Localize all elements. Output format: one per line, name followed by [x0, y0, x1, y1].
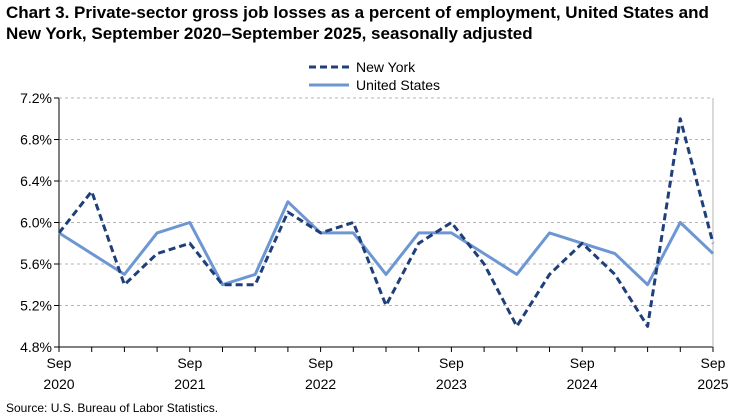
- y-axis-ticks: 4.8% 5.2% 5.6% 6.0% 6.4% 6.8% 7.2%: [20, 90, 59, 355]
- legend: New York United States: [309, 59, 440, 93]
- y-tick-label: 6.4%: [20, 173, 52, 189]
- x-tick-label: Sep: [177, 355, 202, 371]
- x-tick-label: Sep: [570, 355, 595, 371]
- x-tick-label: 2020: [43, 376, 74, 392]
- legend-label: United States: [356, 77, 440, 93]
- x-tick-label: Sep: [439, 355, 464, 371]
- series-line-new-york: [57, 117, 715, 328]
- series-lines: [57, 117, 715, 328]
- series-line-united-states: [58, 200, 715, 287]
- x-tick-label: Sep: [308, 355, 333, 371]
- x-tick-label: 2022: [305, 376, 336, 392]
- y-tick-label: 5.6%: [20, 256, 52, 272]
- y-tick-label: 7.2%: [20, 90, 52, 106]
- y-tick-label: 6.0%: [20, 215, 52, 231]
- x-tick-label: Sep: [47, 355, 72, 371]
- x-axis-ticks: Sep 2020 Sep 2021 Sep 2022 Sep 2023 Sep 2024 Sep 20…: [43, 347, 729, 392]
- source-note: Source: U.S. Bureau of Labor Statistics.: [6, 401, 219, 415]
- y-tick-label: 4.8%: [20, 339, 52, 355]
- x-tick-label: 2023: [436, 376, 467, 392]
- y-tick-label: 6.8%: [20, 132, 52, 148]
- x-tick-label: 2025: [697, 376, 728, 392]
- legend-label: New York: [356, 59, 416, 75]
- y-tick-label: 5.2%: [20, 298, 52, 314]
- x-tick-label: 2021: [174, 376, 205, 392]
- chart-title: Chart 3. Private-sector gross job losses…: [6, 3, 709, 43]
- gridlines: [59, 97, 713, 306]
- x-tick-label: Sep: [701, 355, 726, 371]
- x-tick-label: 2024: [567, 376, 598, 392]
